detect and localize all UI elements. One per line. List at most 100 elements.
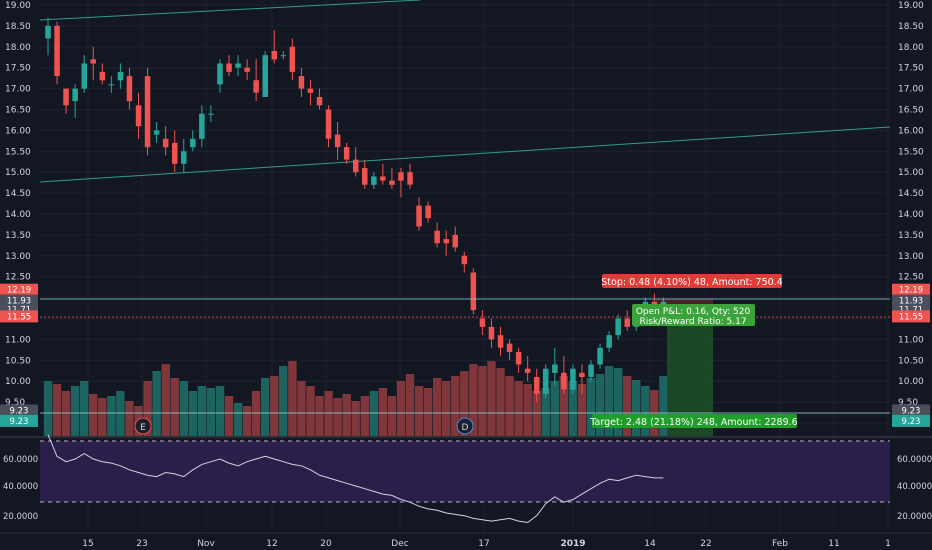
time-axis-label: 23 xyxy=(136,539,147,549)
time-axis-label: 22 xyxy=(700,539,711,549)
price-axis-label-left: 15.50 xyxy=(5,147,31,157)
candle-body xyxy=(524,368,531,373)
price-tag-label: 11.55 xyxy=(899,312,923,322)
price-tag-open xyxy=(892,310,930,323)
volume-bar xyxy=(224,396,234,436)
candle-body xyxy=(488,326,495,340)
time-axis-label: 17 xyxy=(478,539,489,549)
price-tags: 12.1912.1911.9311.9311.7111.7111.5511.55… xyxy=(0,283,930,427)
volume-bar xyxy=(152,371,161,436)
price-tag-last xyxy=(892,294,930,307)
volume-bar xyxy=(71,386,80,436)
volume-bar xyxy=(632,380,641,436)
candle-body xyxy=(606,335,612,348)
price-axis-label-left: 18.00 xyxy=(5,43,31,53)
candle-body xyxy=(552,364,558,373)
time-axis-label: Dec xyxy=(391,539,408,549)
volume-bar xyxy=(505,376,514,436)
price-axis-label-left: 12.50 xyxy=(5,273,31,283)
candle-body xyxy=(126,76,133,102)
candle-body xyxy=(135,105,142,127)
price-tag-target_line xyxy=(0,404,38,417)
volume-bar xyxy=(442,381,451,436)
price-axis-label-left: 13.00 xyxy=(5,252,31,262)
dividend-marker[interactable] xyxy=(456,417,474,435)
volume-bar xyxy=(288,361,297,436)
volume-bar xyxy=(423,388,433,436)
earnings-marker[interactable] xyxy=(134,417,152,435)
candle-body xyxy=(81,63,87,89)
earnings-marker-label: E xyxy=(140,423,146,433)
time-axis-label: 11 xyxy=(828,539,839,549)
pnl-label-box[interactable] xyxy=(632,304,755,326)
volume-bar xyxy=(414,386,424,436)
target-label-box[interactable] xyxy=(592,414,797,428)
candle-body xyxy=(407,172,413,185)
price-axis-label-left: 16.50 xyxy=(5,106,31,116)
candle-body xyxy=(651,301,658,306)
candle-body xyxy=(235,63,241,68)
candle-body xyxy=(217,63,223,85)
price-tag-label: 9.23 xyxy=(902,407,921,417)
target-label: Target: 2.48 (21.18%) 248, Amount: 2289.… xyxy=(589,417,797,428)
trendlines[interactable] xyxy=(39,0,891,183)
volume-bar xyxy=(604,366,614,436)
volume-bar xyxy=(342,394,351,436)
price-tag-label: 12.19 xyxy=(7,286,31,296)
candle-body xyxy=(470,272,477,311)
candle-body xyxy=(452,234,458,248)
price-axis-label-right: 14.50 xyxy=(898,189,924,199)
price-axis-label-left: 18.50 xyxy=(5,22,31,32)
candle-body xyxy=(660,301,667,306)
price-axis-label-right: 13.50 xyxy=(898,231,924,241)
candle-body xyxy=(443,239,449,244)
candle-body xyxy=(280,55,287,57)
price-axis-label-left: 16.00 xyxy=(5,126,31,136)
volume-bar xyxy=(360,396,369,436)
time-axis-label: 15 xyxy=(82,539,93,549)
volume-bar xyxy=(215,386,225,436)
time-axis-label: 12 xyxy=(266,539,277,549)
volume-bar xyxy=(378,388,388,436)
candle-body xyxy=(253,80,259,93)
price-tag-stop xyxy=(0,283,38,296)
price-axis-label-left: 19.00 xyxy=(5,1,31,11)
candle-body xyxy=(289,46,296,72)
volume-bar xyxy=(405,374,415,436)
candle-body xyxy=(615,318,621,336)
price-axis-label-left: 9.50 xyxy=(5,398,25,408)
volume-bar xyxy=(559,376,568,436)
volume-bar xyxy=(614,368,623,436)
price-axis-label-right: 16.50 xyxy=(898,106,924,116)
candle-body xyxy=(362,168,368,185)
candle-body xyxy=(425,205,431,219)
price-tag-label: 11.93 xyxy=(899,297,923,307)
price-axis-label-right: 19.00 xyxy=(898,1,924,11)
volume-bars xyxy=(43,361,668,436)
price-axis-label-left: 17.50 xyxy=(5,64,31,74)
volume-bar xyxy=(659,376,668,436)
candle-body xyxy=(543,368,549,394)
upper-trendline[interactable] xyxy=(39,0,421,21)
volume-bar xyxy=(595,374,605,436)
stop-label-box[interactable] xyxy=(602,274,782,288)
rsi-axis-label-right: 60.0000 xyxy=(897,455,932,465)
volume-bar xyxy=(541,388,550,436)
price-axis-label-right: 18.50 xyxy=(898,22,924,32)
price-axis-label-left: 10.50 xyxy=(5,356,31,366)
candle-body xyxy=(298,76,305,89)
candle-body xyxy=(108,84,115,86)
candle-body xyxy=(117,71,124,81)
stop-label: Stop: 0.48 (4.10%) 48, Amount: 750.4 xyxy=(601,277,782,288)
volume-bar xyxy=(89,394,98,436)
volume-bar xyxy=(333,398,342,436)
candle-body xyxy=(316,97,323,106)
support-trendline[interactable] xyxy=(39,126,891,183)
candle-body xyxy=(45,25,51,39)
price-axis-label-right: 17.50 xyxy=(898,64,924,74)
price-tag-target xyxy=(892,414,930,427)
candle-body xyxy=(334,134,341,148)
volume-bar xyxy=(279,366,288,436)
